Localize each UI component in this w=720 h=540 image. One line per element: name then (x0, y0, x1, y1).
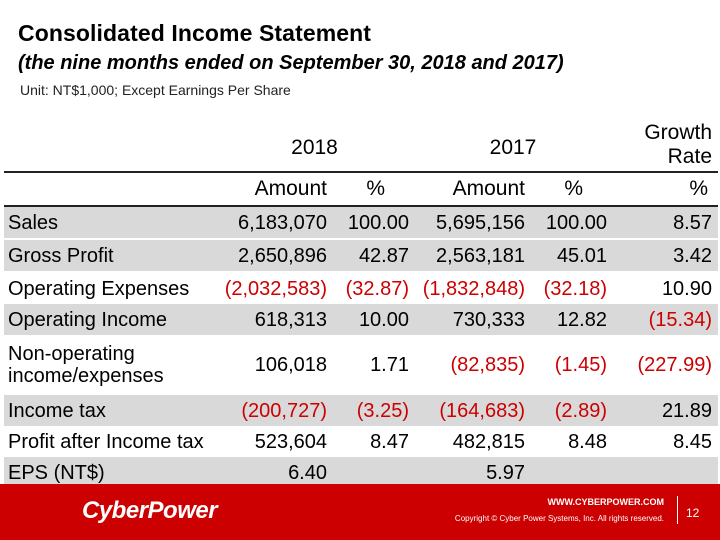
table-row-sales: Sales 6,183,070 100.00 5,695,156 100.00 … (4, 206, 718, 239)
row-label: EPS (NT$) (4, 457, 216, 488)
income-statement-table: 2018 2017 Growth Rate Amount % Amount % … (4, 100, 718, 488)
pct-2017: (1.45) (554, 354, 607, 376)
amount-2017: 5.97 (415, 457, 531, 488)
pct-2017: 12.82 (531, 304, 613, 335)
row-label: Profit after Income tax (8, 430, 204, 453)
footer-divider (677, 496, 678, 524)
amount-2018: (2,032,583) (224, 277, 327, 300)
growth-rate: 8.57 (613, 206, 718, 239)
amount-2017: (164,683) (415, 395, 531, 426)
growth-rate: 21.89 (613, 395, 718, 426)
pct-2018: 1.71 (370, 354, 409, 376)
amount-2018: 106,018 (254, 354, 327, 376)
pct-2017: 8.48 (568, 430, 607, 453)
copyright-text: Copyright © Cyber Power Systems, Inc. Al… (454, 514, 664, 523)
growth-rate: 8.45 (673, 430, 712, 453)
row-label: Operating Expenses (8, 277, 190, 300)
amount-2017: (1,832,848) (422, 277, 525, 300)
amount-2017: 730,333 (415, 304, 531, 335)
table-row-non-operating: Non-operating income/expenses 106,018 1.… (4, 335, 718, 395)
table-row-profit-after-tax: Profit after Income tax 523,604 8.47 482… (4, 426, 718, 457)
column-header-row: Amount % Amount % % (4, 171, 718, 207)
year-header-row: 2018 2017 Growth Rate (4, 100, 718, 172)
pct-2018: 100.00 (333, 206, 415, 239)
pct-2018-header: % (333, 171, 415, 207)
year-2017-header: 2017 (489, 135, 537, 159)
pct-2018: 10.00 (333, 304, 415, 335)
pct-2017: (32.18) (543, 277, 607, 300)
amount-2017: (82,835) (450, 354, 526, 376)
year-2018-header: 2018 (291, 135, 338, 159)
growth-rate: (227.99) (637, 354, 713, 376)
pct-2018: 8.47 (370, 430, 409, 453)
amount-2017: 2,563,181 (415, 239, 531, 272)
pct-2017: 100.00 (531, 206, 613, 239)
amount-2018: (200,727) (216, 395, 333, 426)
amount-2018: 618,313 (216, 304, 333, 335)
table-row-operating-income: Operating Income 618,313 10.00 730,333 1… (4, 304, 718, 335)
footer-bar: CyberPower WWW.CYBERPOWER.COM Copyright … (0, 484, 720, 540)
amount-2017: 482,815 (452, 430, 525, 453)
growth-rate: 3.42 (613, 239, 718, 272)
table-row-gross-profit: Gross Profit 2,650,896 42.87 2,563,181 4… (4, 239, 718, 272)
growth-rate-header: Growth Rate (644, 120, 712, 168)
amount-2018: 2,650,896 (216, 239, 333, 272)
amount-2018: 523,604 (254, 430, 327, 453)
amount-2017-header: Amount (415, 171, 531, 207)
row-label: Non-operating income/expenses (8, 343, 164, 387)
row-label: Gross Profit (4, 239, 216, 272)
amount-2018-header: Amount (216, 171, 333, 207)
amount-2018: 6,183,070 (216, 206, 333, 239)
pct-2017: (2.89) (531, 395, 613, 426)
pct-2018: (3.25) (333, 395, 415, 426)
unit-note: Unit: NT$1,000; Except Earnings Per Shar… (20, 82, 291, 98)
table-row-eps: EPS (NT$) 6.40 5.97 (4, 457, 718, 488)
growth-rate: 10.90 (661, 277, 712, 300)
cyberpower-logo: CyberPower (82, 497, 218, 524)
pct-2017: 45.01 (531, 239, 613, 272)
pct-growth-header: % (613, 171, 718, 207)
pct-2018: 42.87 (333, 239, 415, 272)
page-number: 12 (686, 506, 700, 520)
page-subtitle: (the nine months ended on September 30, … (18, 52, 564, 74)
growth-rate: (15.34) (613, 304, 718, 335)
table-row-income-tax: Income tax (200,727) (3.25) (164,683) (2… (4, 395, 718, 426)
amount-2017: 5,695,156 (415, 206, 531, 239)
row-label: Operating Income (4, 304, 216, 335)
pct-2018: (32.87) (345, 277, 409, 300)
pct-2017-header: % (531, 171, 613, 207)
row-label: Sales (4, 206, 216, 239)
table-row-operating-expenses: Operating Expenses (2,032,583) (32.87) (… (4, 272, 718, 304)
amount-2018: 6.40 (216, 457, 333, 488)
page-title: Consolidated Income Statement (18, 20, 372, 46)
website-url: WWW.CYBERPOWER.COM (547, 497, 665, 507)
row-label: Income tax (4, 395, 216, 426)
